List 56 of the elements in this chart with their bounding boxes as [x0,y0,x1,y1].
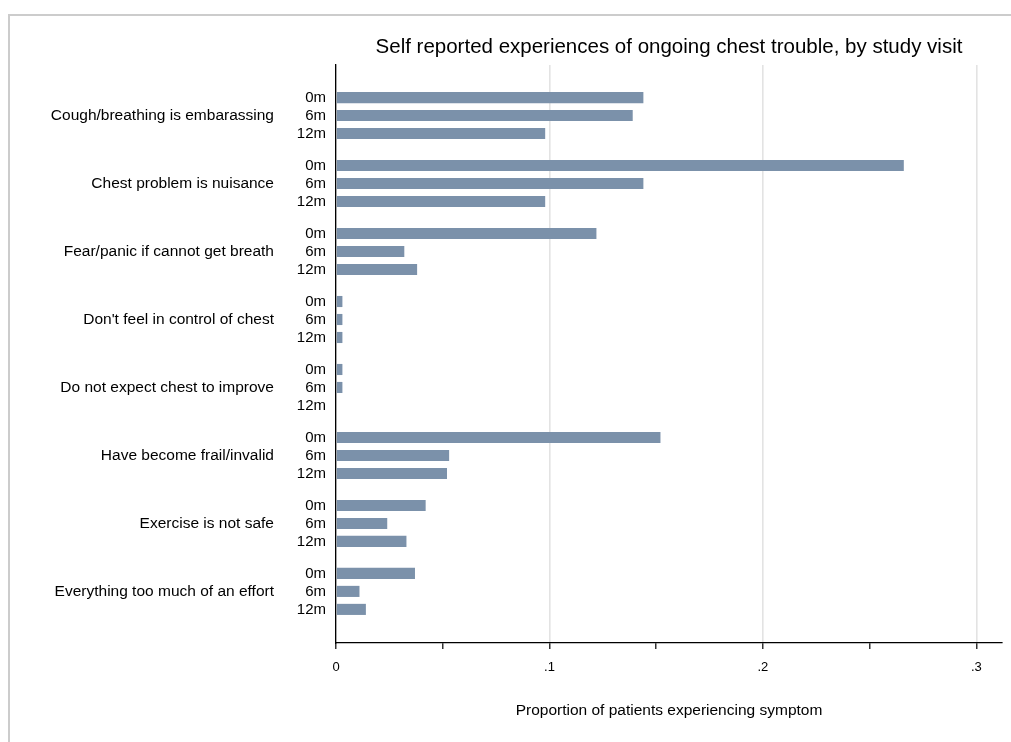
text: 12m [296,259,326,277]
text: 6m [305,173,326,191]
x-tick-label: .1 [544,659,555,675]
bar [336,467,447,479]
bar [336,227,597,240]
bar [336,567,415,579]
y-tick-label: Cough/breathing is embarassing [50,105,274,123]
text: 6m [305,241,326,259]
text: 12m [296,191,326,209]
text: 0m [305,223,326,241]
x-axis-title: Proportion of patients experiencing symptom [515,700,823,718]
bar [336,535,407,547]
y-tick-label: Exercise is not safe [139,513,274,531]
y-tick-label: Chest problem is nuisance [91,173,274,191]
text: 0m [305,155,326,173]
text: 6m [305,309,326,327]
bar [336,517,388,529]
text: 0m [305,495,326,513]
series-label: 12m [296,123,326,141]
bar [336,585,360,597]
bar [336,245,405,258]
bar [336,178,644,190]
text: 0m [305,291,326,309]
bar [336,449,450,461]
x-tick-label: .3 [970,659,982,675]
chart-title: Self reported experiences of ongoing chest trouble, by study visit [375,33,963,57]
y-tick-label: Have become frail/invalid [100,445,274,463]
text: 6m [305,581,326,599]
y-tick-label: Do not expect chest to improve [60,377,274,395]
bar [336,92,644,104]
text: 12m [296,531,326,549]
text: 12m [296,395,326,413]
bar [336,128,546,140]
text: 6m [305,513,326,531]
text: 6m [305,377,326,395]
text: 0m [305,563,326,581]
bar [336,263,418,276]
series-label: 6m [305,105,326,123]
bar [336,110,633,122]
text: 12m [296,463,326,481]
y-tick-label: Fear/panic if cannot get breath [63,241,274,259]
text: 12m [296,599,326,617]
bar [336,499,426,511]
bar [336,431,661,444]
x-tick-label: 0 [332,659,340,675]
text: 0m [305,359,326,377]
text: 0m [305,427,326,445]
bar [336,160,904,172]
text: 6m [305,445,326,463]
series-label: 0m [305,87,326,105]
y-tick-label: Don't feel in control of chest [83,309,275,327]
text: 12m [296,327,326,345]
y-tick-label: Everything too much of an effort [54,581,275,599]
x-tick-label: .2 [757,659,769,675]
bar [336,195,546,208]
bar [336,603,366,615]
